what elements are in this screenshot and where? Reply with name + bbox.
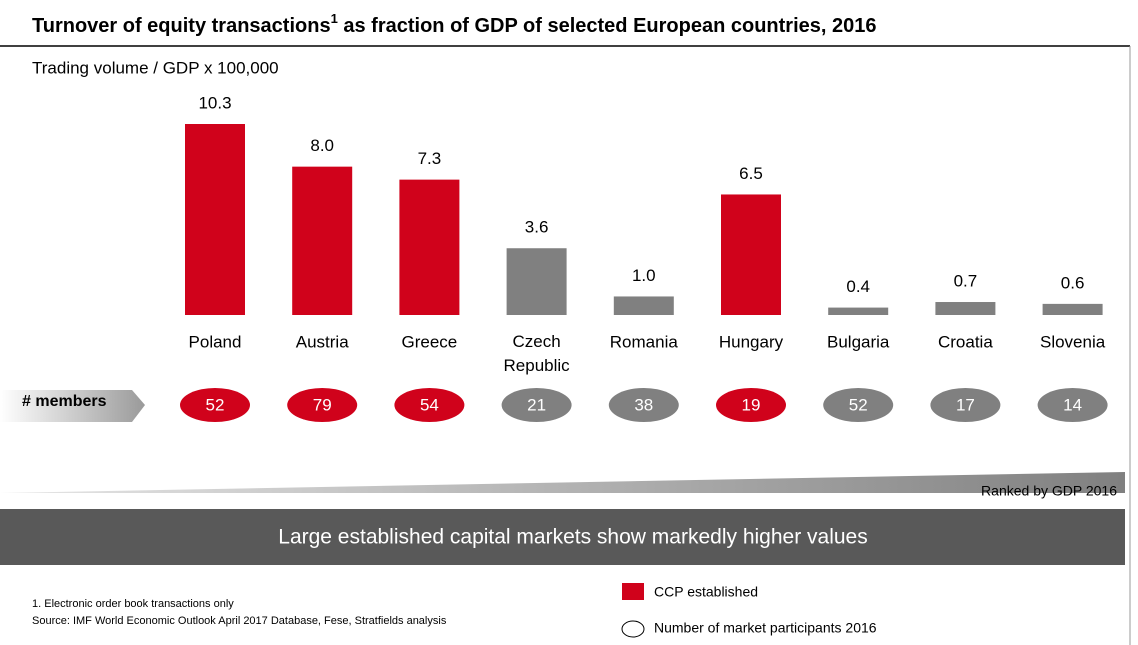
value-label: 10.3: [198, 93, 231, 112]
x-tick-label: Austria: [296, 332, 349, 351]
x-tick-label: Hungary: [719, 332, 784, 351]
x-tick-label: Croatia: [938, 332, 993, 351]
gdp-wedge: [0, 472, 1125, 493]
legend-swatch: [622, 583, 644, 600]
banner-text: Large established capital markets show m…: [278, 526, 867, 549]
bar: [185, 124, 245, 315]
member-count: 79: [313, 395, 332, 414]
member-ellipse: [287, 388, 358, 422]
x-tick-label: Romania: [610, 332, 679, 351]
member-count: 38: [634, 395, 653, 414]
x-tick-label: Slovenia: [1040, 332, 1106, 351]
x-tick-label: Greece: [402, 332, 458, 351]
x-tick-label: Czech Republic: [504, 332, 571, 375]
bar: [828, 307, 889, 315]
value-label: 0.6: [1061, 273, 1085, 292]
value-label: 0.4: [846, 277, 870, 296]
members-label: # members: [22, 393, 107, 410]
title-text: Turnover of equity transactions: [32, 15, 331, 37]
value-label: 3.6: [525, 218, 549, 237]
member-count: 14: [1063, 395, 1082, 414]
x-tick-label: Poland: [189, 332, 242, 351]
bar: [721, 194, 781, 315]
footnote: 1. Electronic order book transactions on…: [32, 598, 234, 610]
members-arrow: [0, 390, 145, 422]
value-label: 6.5: [739, 164, 763, 183]
title-sup: 1: [331, 11, 338, 26]
legend-ellipse: [621, 620, 645, 638]
member-count: 54: [420, 395, 439, 414]
member-ellipse: [930, 388, 1001, 422]
value-label: 7.3: [418, 149, 442, 168]
member-ellipse: [1037, 388, 1108, 422]
bar: [613, 296, 674, 315]
member-ellipse: [823, 388, 894, 422]
member-ellipse: [180, 388, 250, 422]
subtitle: Trading volume / GDP x 100,000: [32, 58, 279, 77]
banner: [0, 509, 1125, 565]
member-count: 52: [206, 395, 225, 414]
member-ellipse: [716, 388, 786, 422]
value-label: 0.7: [954, 272, 978, 291]
member-count: 19: [742, 395, 761, 414]
bar: [1042, 303, 1103, 315]
value-label: 1.0: [632, 266, 656, 285]
chart-title: Turnover of equity transactions1 as frac…: [32, 11, 877, 37]
member-count: 52: [849, 395, 868, 414]
value-label: 8.0: [310, 136, 334, 155]
member-count: 17: [956, 395, 975, 414]
bar: [292, 166, 353, 315]
member-ellipse: [501, 388, 572, 422]
legend-label: Number of market participants 2016: [654, 620, 877, 636]
ranking-note: Ranked by GDP 2016: [981, 483, 1117, 499]
member-count: 21: [527, 395, 546, 414]
bar: [506, 248, 567, 315]
source: Source: IMF World Economic Outlook April…: [32, 615, 447, 627]
title-text: as fraction of GDP of selected European …: [338, 15, 877, 37]
member-ellipse: [394, 388, 465, 422]
bar: [399, 179, 460, 315]
bar: [935, 302, 996, 315]
member-ellipse: [608, 388, 679, 422]
legend-label: CCP established: [654, 584, 758, 600]
x-tick-label: Bulgaria: [827, 332, 890, 351]
